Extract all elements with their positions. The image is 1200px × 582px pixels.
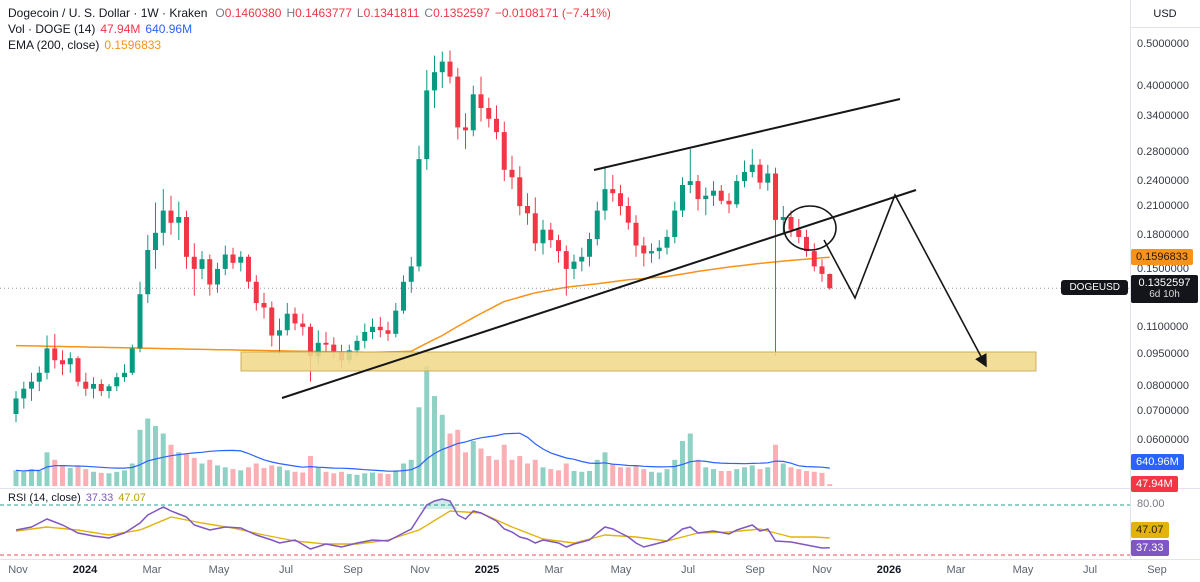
- symbol-title[interactable]: Dogecoin / U. S. Dollar · 1W · Kraken: [8, 6, 208, 20]
- time-axis-label: 2026: [876, 564, 902, 576]
- price-axis-label: 0.0950000: [1137, 348, 1189, 361]
- last-price-value: 0.1352597: [1138, 277, 1191, 289]
- ema-label[interactable]: EMA (200, close): [8, 38, 100, 52]
- price-axis-label: 0.5000000: [1137, 38, 1189, 50]
- ohlc-high-label: H: [286, 6, 296, 20]
- volume-ma-badge: 640.96M: [1131, 454, 1184, 470]
- price-axis-label: 0.0800000: [1137, 380, 1189, 393]
- price-axis[interactable]: USD 80.00 0.5000000 0.4000000 0.3400000 0.2…: [1130, 0, 1200, 559]
- ema-legend: EMA (200, close) 0.1596833: [8, 38, 161, 52]
- time-axis-label: Sep: [745, 564, 765, 576]
- time-axis[interactable]: Nov 2024 Mar May Jul Sep Nov 2025 Mar May Jul Sep No…: [0, 559, 1200, 582]
- ohlc-close-value: 0.1352597: [433, 6, 490, 20]
- time-axis-label: Mar: [142, 564, 162, 576]
- pane-dividers: [0, 0, 1200, 560]
- ohlc-low-value: 0.1341811: [363, 6, 420, 20]
- price-axis-label: 0.1100000: [1137, 320, 1189, 333]
- last-price-badge: 0.1352597 6d 10h: [1131, 275, 1198, 303]
- rsi-upper-band-label: 80.00: [1137, 498, 1165, 510]
- time-axis-label: 2024: [72, 564, 98, 576]
- rsi-ma-value: 47.07: [118, 492, 146, 504]
- time-axis-label: Sep: [1147, 564, 1167, 576]
- change-value: −0.0108171 (−7.41%): [494, 6, 611, 20]
- price-axis-currency[interactable]: USD: [1153, 7, 1177, 20]
- time-axis-label: Nov: [812, 564, 832, 576]
- ema-value: 0.1596833: [104, 38, 162, 52]
- price-axis-label: 0.1500000: [1137, 262, 1189, 275]
- time-axis-label: Mar: [544, 564, 564, 576]
- price-axis-label: 0.2400000: [1137, 175, 1189, 188]
- time-axis-label: Mar: [946, 564, 966, 576]
- price-axis-label: 0.2100000: [1137, 200, 1189, 213]
- rsi-value: 37.33: [85, 492, 114, 504]
- symbol-price-label: DOGEUSD: [1061, 280, 1128, 295]
- time-axis-label: Sep: [343, 564, 363, 576]
- bar-countdown: 6d 10h: [1149, 289, 1180, 300]
- ohlc-open-label: O: [215, 6, 225, 20]
- time-axis-label: May: [1012, 564, 1034, 576]
- time-axis-label: Nov: [410, 564, 430, 576]
- volume-current-value: 47.94M: [100, 22, 141, 36]
- ohlc-low-label: L: [356, 6, 364, 20]
- price-axis-label: 0.3400000: [1137, 110, 1189, 123]
- rsi-label[interactable]: RSI (14, close): [8, 492, 81, 504]
- rsi-pane: [0, 498, 1130, 556]
- price-pane: [0, 50, 1130, 487]
- time-axis-label: Nov: [8, 564, 28, 576]
- time-axis-label: May: [208, 564, 230, 576]
- volume-ma-value: 640.96M: [145, 22, 193, 36]
- time-axis-label: 2025: [474, 564, 500, 576]
- symbol-legend: Dogecoin / U. S. Dollar · 1W · Kraken O0.…: [8, 6, 611, 20]
- volume-legend: Vol · DOGE (14) 47.94M 640.96M: [8, 22, 192, 36]
- ohlc-open-value: 0.1460380: [224, 6, 282, 20]
- ema-price-badge: 0.1596833: [1131, 249, 1193, 265]
- price-axis-label: 0.0700000: [1137, 405, 1189, 418]
- drawing-annotations[interactable]: [240, 98, 1037, 399]
- time-axis-label: Jul: [278, 564, 294, 576]
- rsi-badge: 37.33: [1131, 540, 1169, 556]
- time-axis-label: Jul: [1082, 564, 1098, 576]
- volume-badge: 47.94M: [1131, 476, 1178, 492]
- ohlc-high-value: 0.1463777: [295, 6, 352, 20]
- rsi-ma-badge: 47.07: [1131, 522, 1169, 538]
- price-axis-label: 0.1800000: [1137, 228, 1189, 241]
- time-axis-label: Jul: [680, 564, 696, 576]
- rsi-legend: RSI (14, close) 37.33 47.07: [8, 491, 146, 505]
- ohlc-close-label: C: [424, 6, 434, 20]
- time-axis-label: May: [610, 564, 632, 576]
- price-axis-label: 0.4000000: [1137, 79, 1189, 92]
- volume-label[interactable]: Vol · DOGE (14): [8, 22, 96, 36]
- price-axis-label: 0.2800000: [1137, 146, 1189, 159]
- price-axis-label: 0.0600000: [1137, 434, 1189, 447]
